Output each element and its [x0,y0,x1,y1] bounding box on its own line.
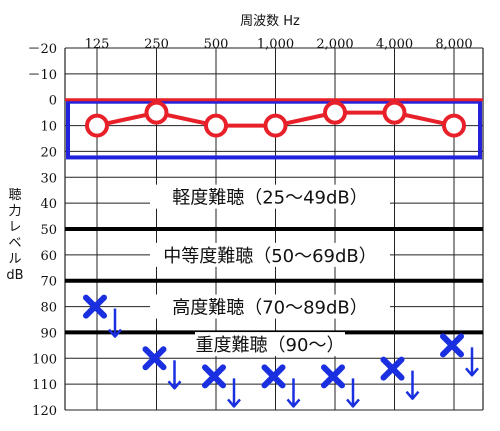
y-tick-label: 0 [49,94,57,109]
data-point-circle [144,100,169,125]
arrow-head-icon [465,367,479,377]
series-scaleout [83,294,479,408]
y-tick-label: 110 [32,378,57,393]
data-point-circle [204,113,228,138]
x-axis-label: 周波数 Hz [240,14,300,29]
arrow-head-icon [286,398,301,408]
y-tick-label: 70 [40,275,57,290]
arrow-head-icon [405,390,420,400]
y-tick-label: 50 [40,223,57,238]
data-point-circle [323,100,347,125]
y-tick-labels: －20 －10 0 10 20 30 40 50 60 70 80 90 100 110 120 [27,42,57,419]
data-point-cross [380,356,420,400]
data-point-cross [261,364,301,408]
y-axis-label-char: ル [8,252,22,267]
y-axis-label-char: 聴 [8,188,22,203]
band-label: 重度難聴（90〜） [196,335,345,356]
y-tick-label: 60 [40,249,57,264]
band-label-bg [150,242,390,267]
y-axis-label-char: ベ [8,236,22,251]
cross-stroke [142,346,167,371]
arrow-head-icon [227,398,241,408]
arrow-head-icon [346,398,360,408]
data-point-cross [83,294,122,338]
series-air-conduction [85,100,466,138]
data-point-circle [382,100,407,125]
band-labels: 軽度難聴（25〜49dB） 中等度難聴（50〜69dB） 高度難聴（70〜89dB）… [150,184,390,357]
cross-stroke [261,364,286,389]
data-point-circle [263,113,288,138]
y-axis-label: 聴力レベル dB [4,188,26,284]
band-label: 軽度難聴（25〜49dB） [172,188,368,209]
y-axis-label-char: 力 [8,204,22,219]
data-point-cross [142,346,182,390]
cross-stroke [83,294,107,319]
y-tick-label: 30 [40,171,57,186]
band-label-bg [195,332,345,357]
y-tick-label: －20 [27,42,57,57]
x-tick-labels: 125 250 500 1,000 2,000 4,000 8,000 [85,37,473,52]
cross-stroke [321,364,345,389]
band-label: 中等度難聴（50〜69dB） [163,246,377,267]
normal-range-box [66,99,482,160]
data-point-circle [442,113,466,138]
band-label-bg [150,184,390,209]
y-tick-label: －10 [27,68,57,83]
y-axis-label-char: レ [8,220,22,235]
y-tick-label: 100 [32,352,57,367]
data-point-cross [321,364,360,408]
data-point-circle [85,113,109,138]
y-tick-label: 120 [32,404,57,419]
y-tick-label: 40 [40,197,57,212]
data-point-cross [202,364,241,408]
band-label-bg [150,294,390,319]
cross-stroke [380,356,405,381]
y-tick-label: 10 [40,120,57,135]
y-tick-label: 20 [40,145,57,160]
arrow-head-icon [167,380,182,390]
data-point-cross [440,333,479,377]
normal-range [65,98,483,160]
band-label: 高度難聴（70〜89dB） [172,298,368,319]
arrow-head-icon [108,328,122,338]
y-tick-label: 80 [40,301,57,316]
y-axis-label-char: dB [6,268,24,283]
cross-stroke [440,333,464,358]
y-tick-label: 90 [40,326,57,341]
cross-stroke [202,364,226,389]
